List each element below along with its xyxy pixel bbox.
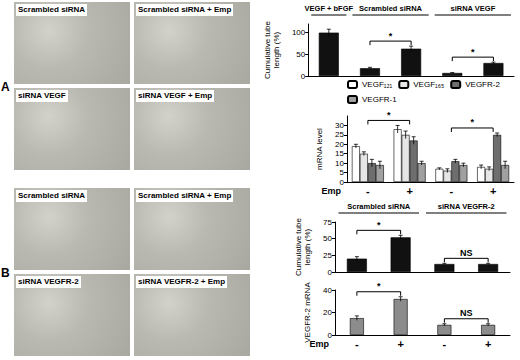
html-text:siRNA VEGFR-2 + Emp: siRNA VEGFR-2 + Emp	[138, 277, 226, 286]
svg-text:50: 50	[323, 234, 332, 243]
svg-text:NS: NS	[460, 308, 473, 318]
svg-text:Cumulative tube: Cumulative tube	[263, 21, 272, 79]
svg-text:0: 0	[340, 178, 345, 187]
svg-text:Cumulative tube: Cumulative tube	[294, 218, 303, 276]
svg-text:*: *	[377, 220, 381, 230]
svg-text:length (%): length (%)	[272, 31, 281, 68]
svg-text:siRNA VEGFR-2: siRNA VEGFR-2	[438, 202, 495, 211]
html-text:B: B	[1, 266, 10, 280]
svg-text:*: *	[471, 47, 475, 57]
svg-text:mRNA level: mRNA level	[315, 128, 324, 170]
svg-text:*: *	[387, 110, 391, 120]
svg-text:-: -	[366, 185, 370, 197]
svg-text:Scrambled siRNA: Scrambled siRNA	[347, 202, 411, 211]
html-text:Scrambled siRNA: Scrambled siRNA	[18, 5, 86, 14]
svg-text:+: +	[406, 185, 412, 197]
html-text:Scrambled siRNA + Emp: Scrambled siRNA + Emp	[138, 5, 232, 14]
svg-text:*: *	[377, 281, 381, 291]
svg-text:50: 50	[296, 50, 305, 59]
svg-text:30: 30	[335, 121, 344, 130]
svg-text:0: 0	[328, 331, 333, 340]
svg-text:+: +	[485, 338, 491, 350]
svg-text:+: +	[490, 185, 496, 197]
svg-text:0: 0	[328, 268, 333, 277]
svg-text:*: *	[470, 117, 474, 127]
svg-text:Emp: Emp	[321, 186, 341, 196]
svg-text:VEGFR-1: VEGFR-1	[362, 95, 397, 104]
svg-text:25: 25	[335, 130, 344, 139]
html-text:siRNA VEGF + Emp: siRNA VEGF + Emp	[138, 91, 213, 100]
html-text:A: A	[1, 80, 10, 94]
svg-text:Emp: Emp	[309, 339, 329, 349]
svg-text:100: 100	[292, 28, 306, 37]
svg-text:*: *	[389, 31, 393, 41]
svg-text:75: 75	[323, 218, 332, 227]
svg-text:5: 5	[340, 168, 345, 177]
svg-text:15: 15	[335, 149, 344, 158]
html-text:Scrambled siRNA: Scrambled siRNA	[18, 191, 86, 200]
svg-text:VEGF₁₂₁: VEGF₁₂₁	[362, 80, 393, 89]
svg-text:-: -	[355, 338, 359, 350]
svg-text:VEGF₁₆₅: VEGF₁₆₅	[413, 80, 444, 89]
html-text:siRNA VEGFR-2: siRNA VEGFR-2	[18, 277, 79, 286]
svg-text:-: -	[443, 338, 447, 350]
svg-text:20: 20	[335, 140, 344, 149]
svg-text:Scrambled siRNA: Scrambled siRNA	[359, 4, 423, 13]
svg-text:length (%): length (%)	[303, 228, 312, 265]
svg-text:-: -	[450, 185, 454, 197]
svg-text:25: 25	[323, 251, 332, 260]
svg-text:10: 10	[335, 159, 344, 168]
svg-text:+: +	[397, 338, 403, 350]
svg-text:NS: NS	[460, 248, 473, 258]
svg-text:VEGFR-2 mRNA: VEGFR-2 mRNA	[303, 282, 312, 343]
svg-text:20: 20	[323, 308, 332, 317]
svg-text:siRNA VEGF: siRNA VEGF	[450, 4, 495, 13]
svg-text:0: 0	[301, 72, 306, 81]
svg-text:40: 40	[323, 286, 332, 295]
svg-text:VEGF + bFGF: VEGF + bFGF	[305, 4, 354, 13]
html-text:Scrambled siRNA + Emp: Scrambled siRNA + Emp	[138, 191, 232, 200]
html-text:siRNA VEGF: siRNA VEGF	[18, 91, 66, 100]
svg-text:VEGFR-2: VEGFR-2	[465, 80, 500, 89]
